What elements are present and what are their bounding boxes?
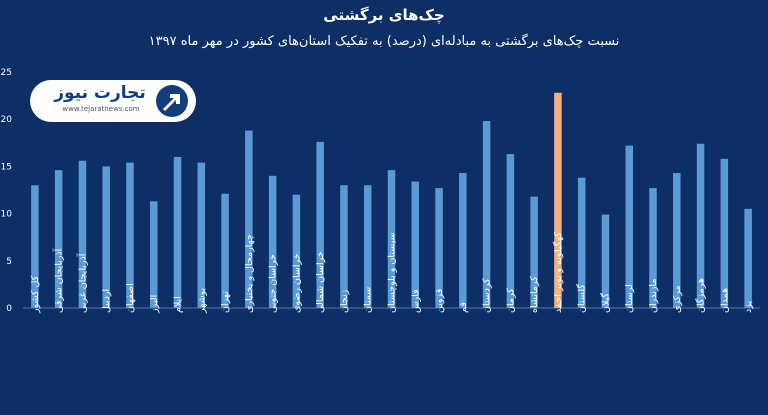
bar bbox=[435, 188, 443, 308]
bar bbox=[245, 130, 253, 308]
chart-title: چک‌های برگشتی bbox=[323, 6, 445, 24]
bar bbox=[554, 92, 562, 309]
x-tick-label: آذربایجان غربی bbox=[75, 253, 88, 313]
bar bbox=[673, 173, 681, 308]
x-tick-label: البرز bbox=[149, 295, 160, 314]
bar bbox=[530, 196, 538, 308]
x-tick-label: خراسان جنوبی bbox=[268, 254, 279, 313]
bar bbox=[78, 160, 87, 308]
x-tick-label: ایلام bbox=[173, 296, 184, 313]
x-tick-label: هرمزگان bbox=[695, 278, 707, 313]
x-tick-label: مرکزی bbox=[672, 285, 683, 313]
bar bbox=[54, 170, 63, 308]
y-tick-label: 5 bbox=[6, 257, 12, 267]
bar bbox=[696, 143, 705, 308]
x-tick-label: کردستان bbox=[482, 278, 493, 313]
tejarat-news-logo: تجارت نیوز www.tejaratnews.com bbox=[30, 80, 196, 122]
x-tick-label: زنجان bbox=[339, 289, 350, 313]
bar bbox=[601, 214, 610, 308]
bar bbox=[720, 158, 729, 308]
x-tick-label: چهارمحال و بختیاری bbox=[244, 234, 255, 313]
x-tick-label: فارس bbox=[410, 289, 421, 313]
x-tick-label: آذربایجان شرقی bbox=[52, 248, 65, 313]
x-tick-label: تهران bbox=[220, 291, 231, 313]
x-tick-label: سیستان و بلوچستان bbox=[387, 233, 398, 313]
x-tick-label: کرمانشاه bbox=[529, 276, 540, 313]
bar bbox=[173, 156, 182, 308]
bar bbox=[411, 181, 420, 308]
y-tick-label: 10 bbox=[1, 210, 13, 220]
x-tick-label: گلستان bbox=[576, 284, 588, 313]
bar bbox=[31, 185, 39, 308]
bar bbox=[387, 170, 396, 308]
x-tick-label: کهگیلویه و بویر احمد bbox=[552, 232, 564, 313]
x-tick-label: کرمان bbox=[505, 288, 516, 313]
x-tick-label: گیلان bbox=[599, 292, 611, 313]
y-tick-label: 25 bbox=[1, 68, 12, 78]
bar bbox=[221, 193, 229, 308]
x-tick-label: خراسان شمالی bbox=[315, 251, 326, 313]
bar bbox=[268, 175, 277, 308]
bar bbox=[459, 173, 467, 308]
bar bbox=[340, 185, 348, 308]
x-tick-label: همدان bbox=[719, 288, 730, 313]
bar bbox=[577, 177, 586, 308]
bar bbox=[126, 162, 134, 308]
x-tick-label: یزد bbox=[743, 301, 754, 313]
bar bbox=[482, 121, 491, 308]
bar bbox=[744, 208, 752, 308]
bar bbox=[625, 145, 633, 308]
x-tick-label: قم bbox=[458, 302, 469, 313]
bar bbox=[363, 185, 372, 308]
logo-arrow-icon bbox=[156, 85, 188, 117]
y-tick-label: 0 bbox=[6, 304, 12, 314]
bar bbox=[316, 141, 324, 308]
x-tick-label: اردبیل bbox=[101, 289, 112, 313]
bar bbox=[102, 166, 110, 308]
x-tick-label: لرستان bbox=[624, 284, 635, 313]
bar bbox=[197, 162, 206, 308]
chart-subtitle: نسبت چک‌های برگشتی به مبادله‌ای (درصد) ب… bbox=[148, 34, 620, 49]
x-tick-label: کل کشور bbox=[30, 275, 41, 314]
x-tick-label: قزوین bbox=[434, 289, 445, 313]
bar bbox=[150, 201, 158, 308]
x-tick-label: مازندران bbox=[648, 279, 659, 313]
logo-url: www.tejaratnews.com bbox=[62, 105, 140, 113]
x-tick-label: بوشهر bbox=[196, 288, 207, 314]
logo-name: تجارت نیوز bbox=[54, 83, 146, 103]
bar bbox=[649, 188, 657, 308]
x-tick-label: سمنان bbox=[363, 287, 374, 313]
bar bbox=[292, 194, 301, 308]
bar bbox=[506, 154, 515, 308]
y-tick-label: 20 bbox=[1, 115, 13, 125]
x-tick-label: خراسان رضوی bbox=[291, 253, 302, 313]
x-tick-label: اصفهان bbox=[125, 283, 136, 313]
y-tick-label: 15 bbox=[1, 162, 12, 172]
